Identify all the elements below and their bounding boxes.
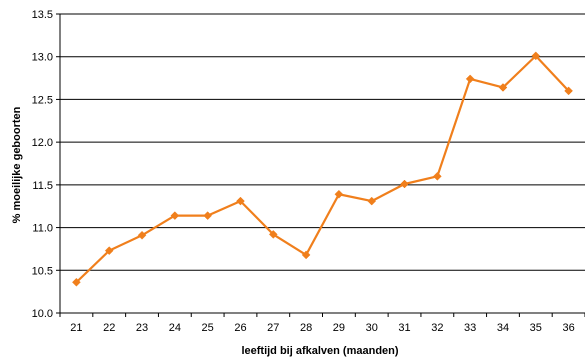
data-series xyxy=(72,51,573,287)
y-tick-label: 12.0 xyxy=(32,137,53,149)
x-tick-label: 28 xyxy=(300,322,312,334)
y-tick-label: 10.0 xyxy=(32,308,53,320)
data-point-marker xyxy=(400,179,409,189)
y-axis-title: % moeilijke geboorten xyxy=(11,106,23,223)
y-tick-labels: 10.0 10.5 11.0 11.5 12.0 12.5 13.0 13.5 xyxy=(32,9,53,320)
data-point-marker xyxy=(465,74,475,84)
x-tick-label: 31 xyxy=(398,322,410,334)
y-tick-label: 13.5 xyxy=(32,9,53,21)
data-point-marker xyxy=(432,171,442,181)
x-tick-label: 23 xyxy=(136,322,148,334)
y-tick-label: 11.0 xyxy=(32,223,53,235)
y-tick-label: 10.5 xyxy=(32,265,53,277)
y-tick-label: 13.0 xyxy=(32,52,53,64)
x-tick-label: 22 xyxy=(103,322,115,334)
x-tick-label: 32 xyxy=(431,322,443,334)
data-point-marker xyxy=(170,211,180,220)
x-tick-label: 26 xyxy=(234,322,246,334)
y-tick-label: 11.5 xyxy=(32,180,53,192)
x-tick-label: 34 xyxy=(497,322,509,334)
data-point-marker xyxy=(104,246,114,255)
data-point-marker xyxy=(72,277,81,287)
x-axis-title: leeftijd bij afkalven (maanden) xyxy=(241,345,398,357)
x-tick-label: 21 xyxy=(70,322,82,334)
x-tick-label: 36 xyxy=(562,322,574,334)
x-tick-label: 25 xyxy=(202,322,214,334)
data-point-marker xyxy=(334,189,344,199)
gridlines xyxy=(60,13,585,271)
x-tick-label: 27 xyxy=(267,322,279,334)
data-point-marker xyxy=(301,250,311,260)
data-point-marker xyxy=(236,196,245,206)
data-point-marker xyxy=(203,211,213,220)
y-tick-label: 12.5 xyxy=(32,94,53,106)
axes xyxy=(56,13,585,317)
data-point-marker xyxy=(498,83,508,92)
x-tick-label: 33 xyxy=(464,322,476,334)
x-tick-label: 30 xyxy=(366,322,378,334)
x-tick-label: 24 xyxy=(169,322,181,334)
data-point-marker xyxy=(367,196,377,206)
x-tick-label: 35 xyxy=(530,322,542,334)
series-line xyxy=(75,54,570,284)
data-point-marker xyxy=(564,86,573,96)
x-tick-labels: 21 22 23 24 25 26 27 28 29 30 31 32 33 34 35 36 xyxy=(70,322,574,334)
x-tick-label: 29 xyxy=(333,322,345,334)
data-point-marker xyxy=(531,51,541,61)
data-point-marker xyxy=(268,230,278,239)
data-point-marker xyxy=(137,230,147,240)
